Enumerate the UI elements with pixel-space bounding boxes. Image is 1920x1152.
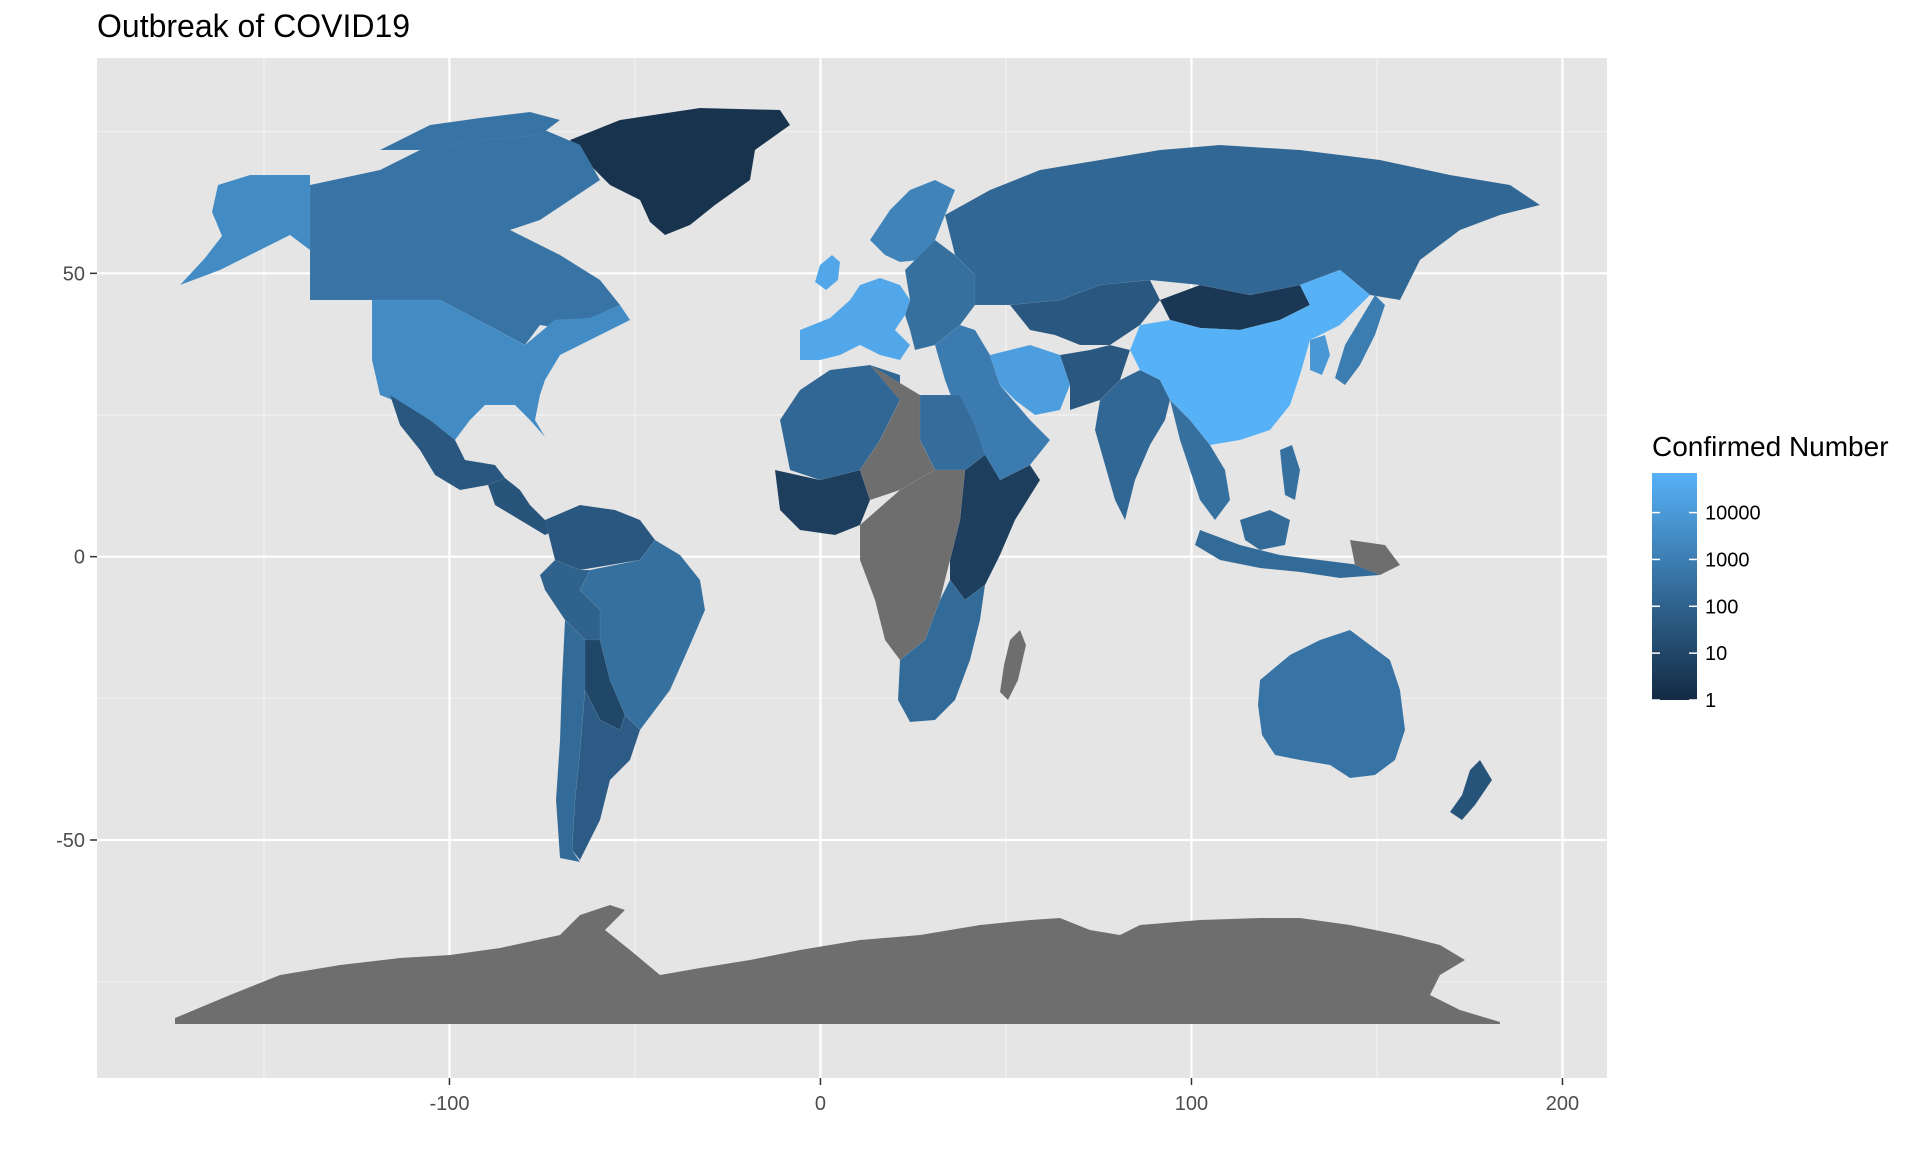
x-axis: -100 0 100 200: [429, 1078, 1579, 1115]
legend-break-label: 1: [1705, 690, 1716, 712]
x-tick-label: 100: [1175, 1093, 1208, 1115]
y-axis: -50 0 50: [56, 263, 97, 852]
legend-title: Confirmed Number: [1652, 431, 1889, 462]
region-india: [1094, 369, 1171, 521]
region-korea: [1309, 334, 1331, 376]
region-east-africa: [949, 454, 1041, 601]
region-philippines: [1279, 444, 1301, 501]
region-australia: [1257, 629, 1406, 779]
region-canada-islands: [379, 111, 561, 151]
region-chile: [555, 619, 586, 863]
legend-ticks: 1 10 100 1000 10000: [1652, 503, 1761, 712]
region-madagascar: [999, 629, 1027, 701]
region-borneo: [1239, 509, 1291, 551]
chart-title: Outbreak of COVID19: [97, 8, 411, 44]
region-alaska: [179, 174, 311, 286]
x-tick-label: 200: [1546, 1093, 1579, 1115]
y-tick-label: 50: [63, 263, 85, 285]
region-west-europe: [799, 277, 911, 361]
legend-break-label: 100: [1705, 596, 1738, 618]
legend-colorbar: [1652, 473, 1697, 700]
region-antarctica: [174, 904, 1501, 1025]
legend-break-label: 1000: [1705, 549, 1750, 571]
region-indonesia: [1194, 529, 1382, 579]
region-new-zealand: [1449, 759, 1493, 821]
land-masses: [174, 107, 1541, 1025]
region-southeast-asia: [1169, 399, 1231, 521]
region-sahel: [859, 364, 936, 501]
y-tick-label: -50: [56, 830, 85, 852]
region-japan: [1334, 294, 1386, 386]
region-iran: [989, 344, 1071, 416]
region-greenland: [569, 107, 791, 236]
y-tick-label: 0: [74, 547, 85, 569]
region-uk: [814, 254, 841, 291]
legend-break-label: 10000: [1705, 503, 1761, 525]
region-papua: [1349, 539, 1401, 576]
region-southern-africa: [897, 579, 986, 723]
x-tick-label: -100: [429, 1093, 469, 1115]
legend-break-label: 10: [1705, 643, 1727, 665]
x-tick-label: 0: [815, 1093, 826, 1115]
